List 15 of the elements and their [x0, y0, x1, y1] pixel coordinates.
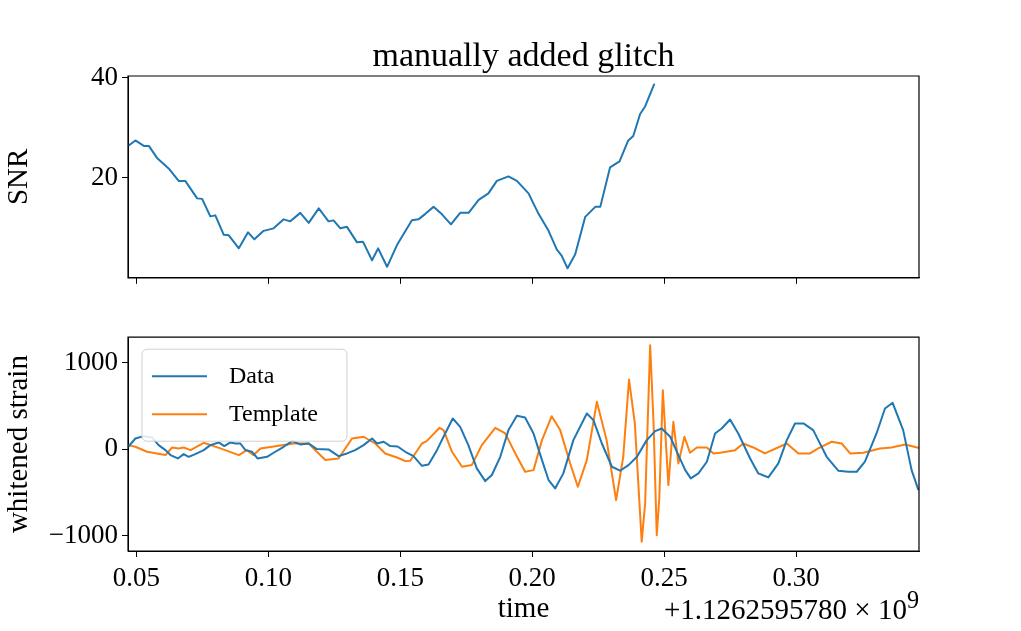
x-tick-label: 0.05	[112, 562, 161, 593]
y-tick-label: 40	[91, 61, 118, 92]
y-tick-label: 20	[91, 160, 118, 191]
legend-label: Template	[229, 400, 318, 427]
x-tick-label: 0.10	[244, 562, 292, 593]
x-axis-title: time	[497, 591, 550, 623]
x-tick-label: 0.15	[376, 562, 424, 593]
y-tick-label: 1000	[64, 345, 118, 376]
legend-label: Data	[229, 362, 275, 389]
chart-title: manually added glitch	[372, 36, 675, 73]
y-tick-label: −1000	[48, 518, 118, 549]
y-axis-title: SNR	[1, 148, 34, 206]
x-tick-label: 0.20	[508, 562, 556, 593]
y-tick-label: 0	[104, 432, 118, 463]
y-axis-title: whitened strain	[1, 354, 34, 534]
